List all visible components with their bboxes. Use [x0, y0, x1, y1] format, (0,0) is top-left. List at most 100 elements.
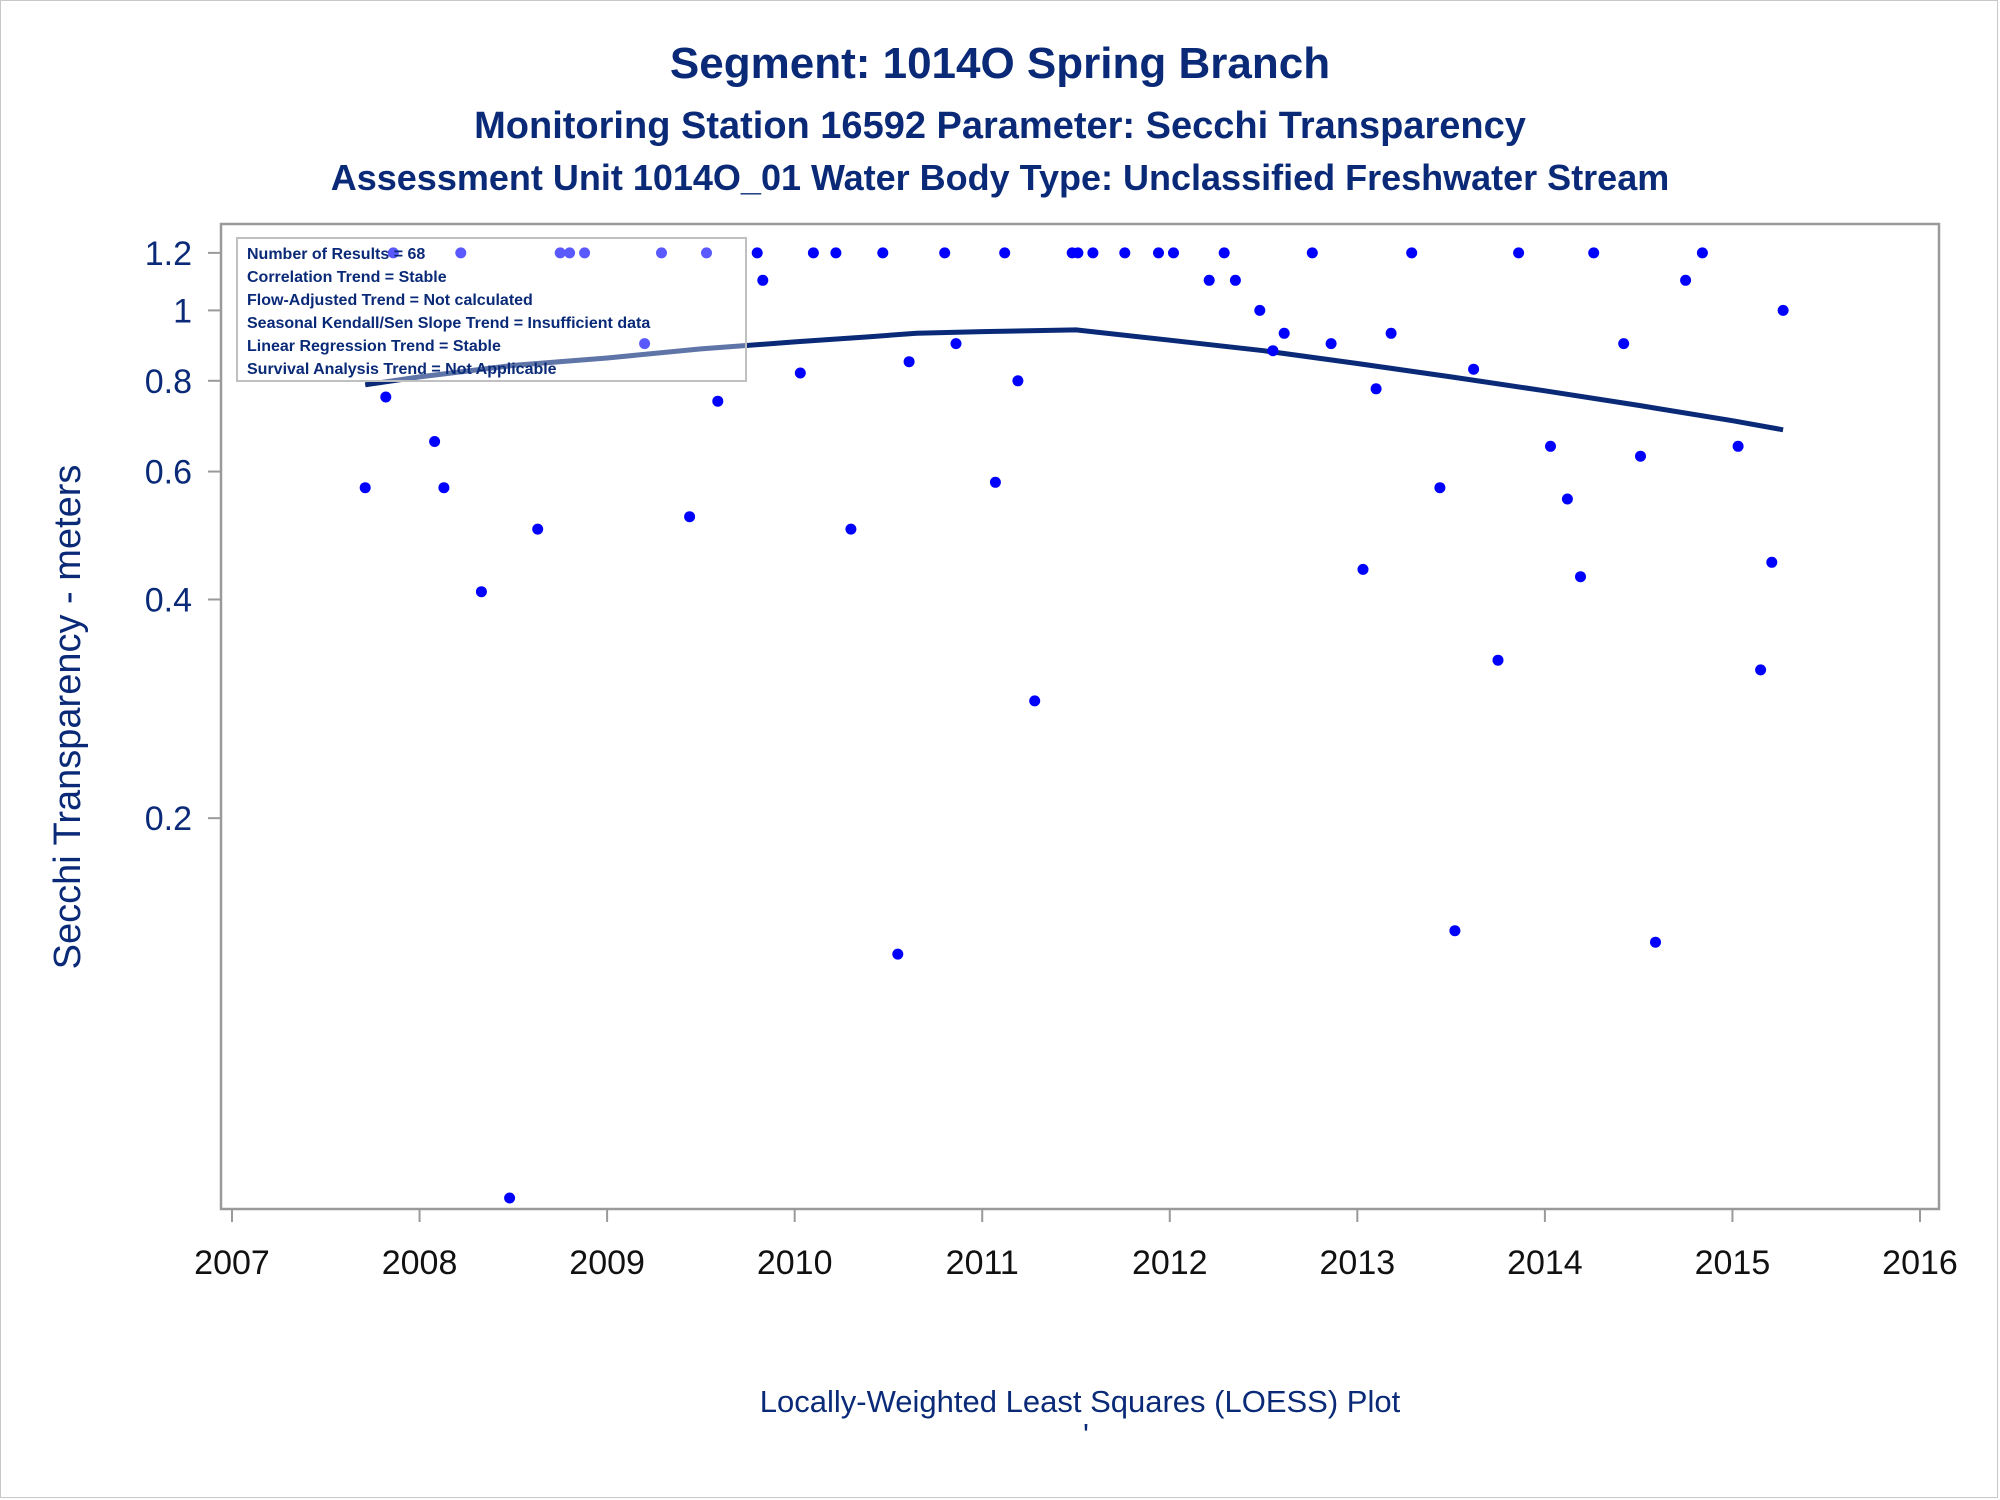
data-point	[1406, 247, 1418, 259]
chart-subtitle-assessment: Assessment Unit 1014O_01 Water Body Type…	[331, 157, 1670, 198]
data-point	[1492, 654, 1504, 666]
footnote-mark: '	[1083, 1417, 1089, 1452]
data-point	[1254, 304, 1266, 316]
chart-subtitle-station: Monitoring Station 16592 Parameter: Secc…	[474, 105, 1526, 147]
data-point	[639, 338, 651, 350]
y-tick-label: 0.4	[145, 581, 192, 619]
data-point	[1278, 327, 1290, 339]
data-point	[1012, 375, 1024, 387]
plot-area-frame	[219, 222, 1941, 1211]
data-point	[1650, 936, 1661, 948]
data-point	[794, 367, 806, 379]
x-axis: 2007 2008 2009 2010 2011 2012 2013 2014 2015 2016	[194, 1209, 1958, 1282]
data-point	[429, 436, 441, 447]
data-point	[656, 247, 667, 259]
data-point	[579, 247, 591, 259]
data-point	[807, 247, 819, 259]
stats-flow-adjusted-trend: Flow-Adjusted Trend = Not calculated	[247, 292, 533, 309]
y-axis: 0.2 0.4 0.6 0.8 1 1.2	[145, 235, 221, 838]
data-point	[830, 247, 842, 259]
x-tick-label: 2011	[946, 1244, 1019, 1282]
data-point	[532, 523, 544, 535]
data-point	[1325, 338, 1337, 350]
data-point	[1618, 338, 1630, 350]
y-tick-label: 0.2	[145, 800, 192, 838]
data-point	[1203, 274, 1215, 286]
data-point	[684, 511, 696, 523]
data-point	[1229, 274, 1241, 286]
data-point	[1732, 440, 1744, 452]
data-point	[387, 247, 399, 259]
data-point	[712, 395, 724, 407]
data-point	[1357, 563, 1369, 575]
y-tick-label: 1	[173, 292, 192, 330]
data-point	[989, 476, 1001, 488]
data-point	[438, 482, 450, 494]
data-point	[1635, 450, 1646, 462]
data-point	[1468, 363, 1480, 375]
x-tick-label: 2008	[382, 1244, 458, 1282]
y-tick-label: 0.6	[145, 454, 192, 492]
data-point	[1153, 247, 1164, 259]
data-point	[701, 247, 712, 259]
stats-result-count: Number of Results = 68	[247, 246, 425, 263]
data-point	[1561, 493, 1573, 505]
data-point	[950, 338, 962, 350]
data-point	[1072, 247, 1084, 259]
y-tick-label: 0.8	[145, 363, 192, 401]
data-point	[877, 247, 889, 259]
data-point	[380, 391, 392, 403]
data-point	[1218, 247, 1230, 259]
stats-survival-analysis-trend: Survival Analysis Trend = Not Applicable	[247, 361, 557, 378]
data-point	[757, 274, 769, 286]
data-point	[1029, 695, 1041, 707]
data-point	[1545, 440, 1556, 452]
x-tick-label: 2016	[1882, 1244, 1958, 1282]
chart-title: Segment: 1014O Spring Branch	[670, 39, 1330, 88]
data-point	[1696, 247, 1708, 259]
x-tick-label: 2012	[1132, 1244, 1208, 1282]
data-point	[1087, 247, 1099, 259]
data-point	[1119, 247, 1131, 259]
data-point	[1168, 247, 1179, 259]
points-layer	[359, 247, 1789, 1204]
x-tick-label: 2013	[1320, 1244, 1396, 1282]
data-point	[999, 247, 1011, 259]
data-point	[1575, 571, 1586, 583]
stats-linear-regression-trend: Linear Regression Trend = Stable	[247, 338, 501, 355]
y-axis-label: Secchi Transparency - meters	[47, 465, 89, 970]
loess-layer	[364, 327, 1784, 433]
data-point	[1588, 247, 1600, 259]
x-tick-label: 2007	[194, 1244, 270, 1282]
stats-correlation-trend: Correlation Trend = Stable	[247, 269, 447, 286]
data-point	[1680, 274, 1692, 286]
x-tick-label: 2010	[757, 1244, 833, 1282]
data-point	[554, 247, 566, 259]
loess-line	[364, 327, 1784, 433]
data-point	[359, 482, 371, 494]
data-point	[1267, 345, 1279, 357]
data-point	[1385, 327, 1397, 339]
data-point	[564, 247, 576, 259]
data-point	[845, 523, 857, 535]
data-point	[455, 247, 467, 259]
x-tick-label: 2015	[1695, 1244, 1771, 1282]
data-point	[939, 247, 951, 259]
footnote: Locally-Weighted Least Squares (LOESS) P…	[760, 1384, 1401, 1419]
stats-box-frame	[236, 237, 747, 382]
stats-seasonal-kendall-trend: Seasonal Kendall/Sen Slope Trend = Insuf…	[247, 315, 650, 332]
data-point	[903, 356, 915, 368]
data-point	[504, 1192, 516, 1204]
x-tick-label: 2014	[1507, 1244, 1583, 1282]
data-point	[1370, 383, 1382, 395]
data-point	[1434, 482, 1446, 494]
data-point	[475, 586, 487, 598]
data-point	[1306, 247, 1318, 259]
data-point	[1513, 247, 1525, 259]
y-tick-label: 1.2	[145, 235, 192, 273]
stats-box: Number of Results = 68 Correlation Trend…	[236, 237, 747, 382]
data-point	[892, 948, 904, 960]
data-point	[751, 247, 763, 259]
